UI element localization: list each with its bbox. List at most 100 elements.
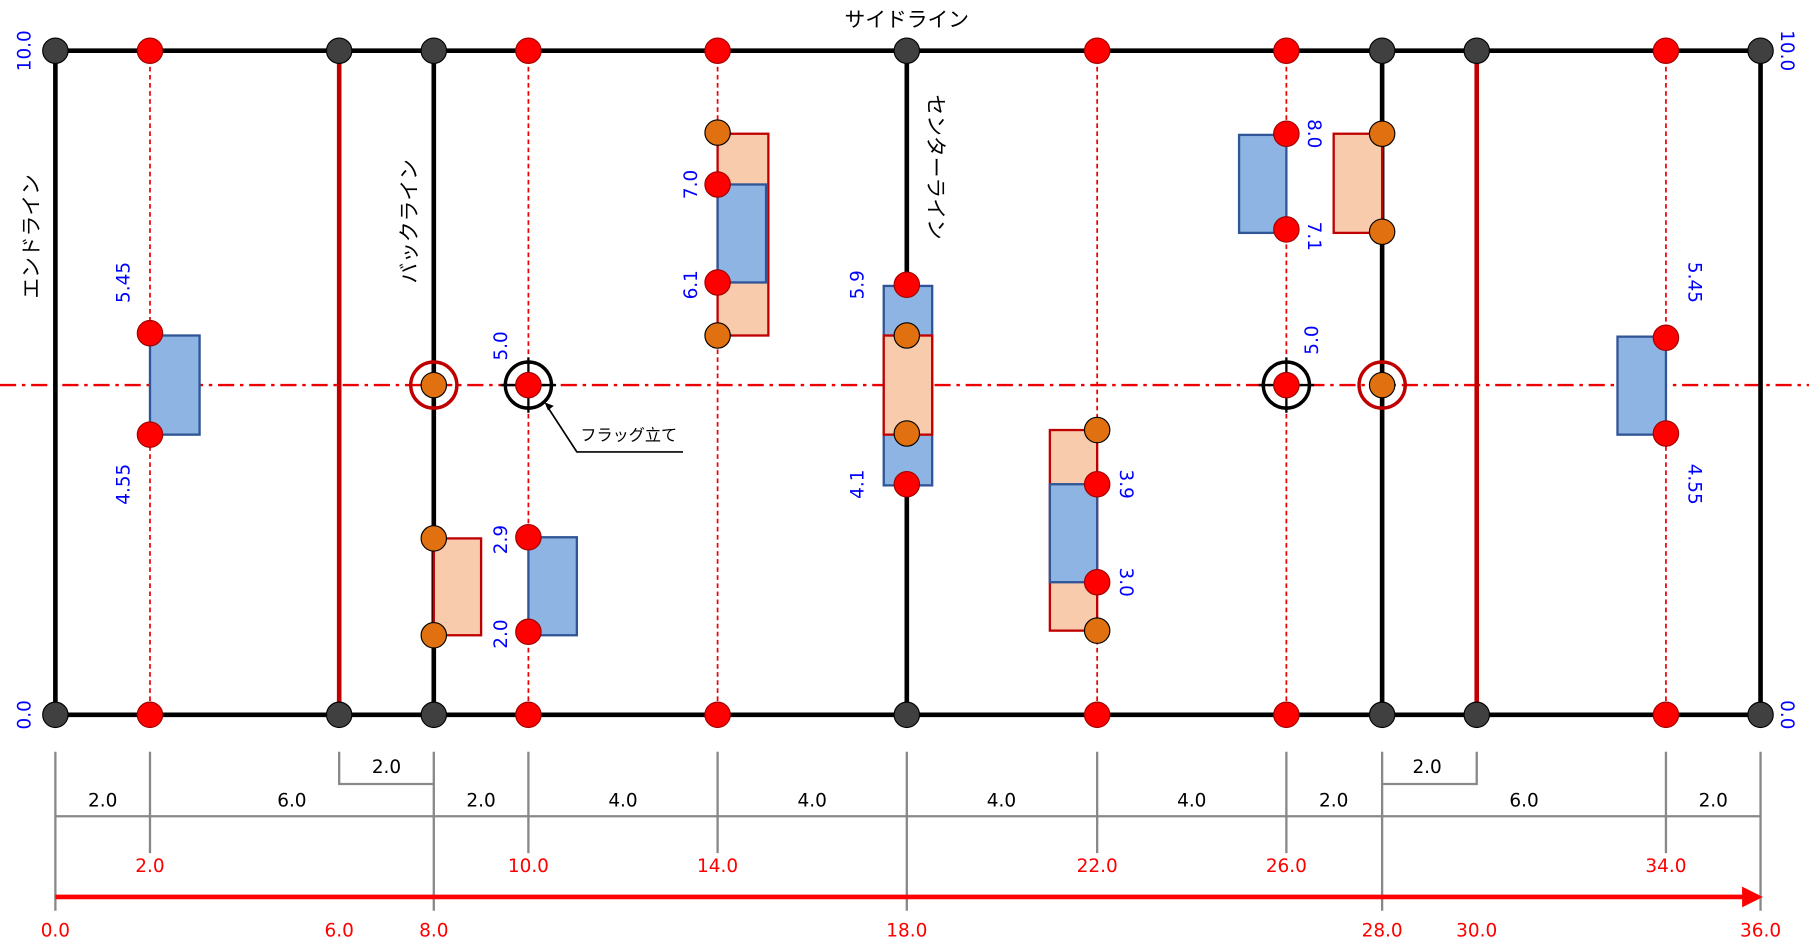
point — [515, 701, 542, 729]
y-label: 0.0 — [1776, 700, 1797, 729]
red-lines — [336, 50, 1480, 715]
point — [1368, 37, 1396, 64]
marker-position-label: 2.0 — [135, 856, 164, 877]
line-position-label: 0.0 — [41, 921, 70, 942]
height-label: 7.0 — [681, 170, 702, 199]
point — [1083, 701, 1111, 729]
flag-arrowhead — [544, 402, 554, 411]
point — [420, 621, 448, 649]
zones — [148, 132, 1668, 637]
point — [1463, 701, 1491, 729]
point — [1747, 701, 1774, 729]
point — [1273, 371, 1300, 399]
marker-position-label: 10.0 — [508, 856, 549, 877]
point — [1083, 37, 1111, 64]
line-position-label: 18.0 — [886, 921, 927, 942]
height-label: 5.0 — [491, 331, 512, 360]
segment-label: 6.0 — [277, 790, 306, 811]
offset-label: 2.0 — [372, 757, 401, 778]
height-label: 2.0 — [491, 619, 512, 648]
sideline-label: サイドライン — [845, 8, 970, 32]
point — [1368, 218, 1396, 245]
point — [1083, 617, 1111, 644]
segment-label: 2.0 — [1319, 790, 1348, 811]
flag-callout — [546, 405, 683, 453]
point — [515, 618, 542, 646]
height-label: 5.45 — [1684, 262, 1705, 303]
dots — [42, 37, 1774, 729]
height-label: 4.55 — [1684, 464, 1705, 505]
point — [1368, 371, 1396, 399]
flag-label: フラッグ立て — [580, 425, 677, 444]
dimension-lines — [54, 751, 1762, 911]
point — [1652, 324, 1680, 352]
point — [420, 701, 448, 729]
point — [893, 701, 921, 729]
point — [42, 37, 69, 64]
segment-label: 2.0 — [466, 790, 495, 811]
line-position-label: 28.0 — [1362, 921, 1403, 942]
marker-position-label: 14.0 — [697, 856, 738, 877]
marker-position-label: 26.0 — [1266, 856, 1307, 877]
point — [893, 420, 921, 447]
point — [420, 371, 448, 399]
point — [704, 119, 731, 146]
height-label: 5.9 — [847, 270, 868, 299]
point — [136, 37, 164, 64]
height-label: 4.55 — [114, 464, 135, 505]
point — [704, 322, 731, 349]
point — [515, 523, 542, 551]
point — [136, 701, 164, 729]
line-position-label: 8.0 — [419, 921, 448, 942]
y-label: 10.0 — [1776, 30, 1797, 71]
segment-label: 4.0 — [1177, 790, 1206, 811]
point — [704, 701, 731, 729]
height-label: 4.1 — [847, 470, 868, 499]
point — [1463, 37, 1491, 64]
point — [420, 525, 448, 552]
point — [1273, 37, 1300, 64]
point — [136, 421, 164, 448]
line-position-label: 6.0 — [325, 921, 354, 942]
point — [420, 37, 448, 64]
point — [515, 371, 542, 399]
segment-label: 2.0 — [1699, 790, 1728, 811]
y-label: 0.0 — [14, 700, 35, 729]
position-arrowhead — [1742, 886, 1763, 908]
point — [515, 37, 542, 64]
height-label: 7.1 — [1303, 222, 1324, 251]
point — [1747, 37, 1774, 64]
point — [893, 470, 921, 498]
segment-label: 4.0 — [987, 790, 1016, 811]
endline-label: エンドライン — [19, 174, 43, 298]
line-position-label: 30.0 — [1456, 921, 1497, 942]
point — [893, 271, 921, 299]
point — [1368, 120, 1396, 147]
point — [1368, 701, 1396, 729]
y-label: 10.0 — [14, 30, 35, 71]
height-label: 5.0 — [1302, 325, 1323, 354]
point — [1273, 216, 1300, 243]
point — [325, 37, 353, 64]
point — [1083, 568, 1111, 596]
centerline-label: センターライン — [923, 95, 947, 240]
point — [1273, 701, 1300, 729]
marker-position-label: 22.0 — [1077, 856, 1118, 877]
height-label: 3.0 — [1115, 568, 1136, 597]
line-position-label: 36.0 — [1740, 921, 1781, 942]
height-label: 6.1 — [681, 270, 702, 299]
segment-label: 4.0 — [608, 790, 637, 811]
point — [1083, 470, 1111, 498]
height-label: 8.0 — [1303, 119, 1324, 148]
point — [704, 269, 731, 296]
offset-label: 2.0 — [1412, 757, 1441, 778]
segment-label: 4.0 — [798, 790, 827, 811]
point — [325, 701, 353, 729]
backline-label: バックライン — [398, 159, 422, 283]
point — [1652, 37, 1680, 64]
point — [1273, 120, 1300, 147]
point — [704, 171, 731, 198]
height-label: 3.9 — [1115, 470, 1136, 499]
